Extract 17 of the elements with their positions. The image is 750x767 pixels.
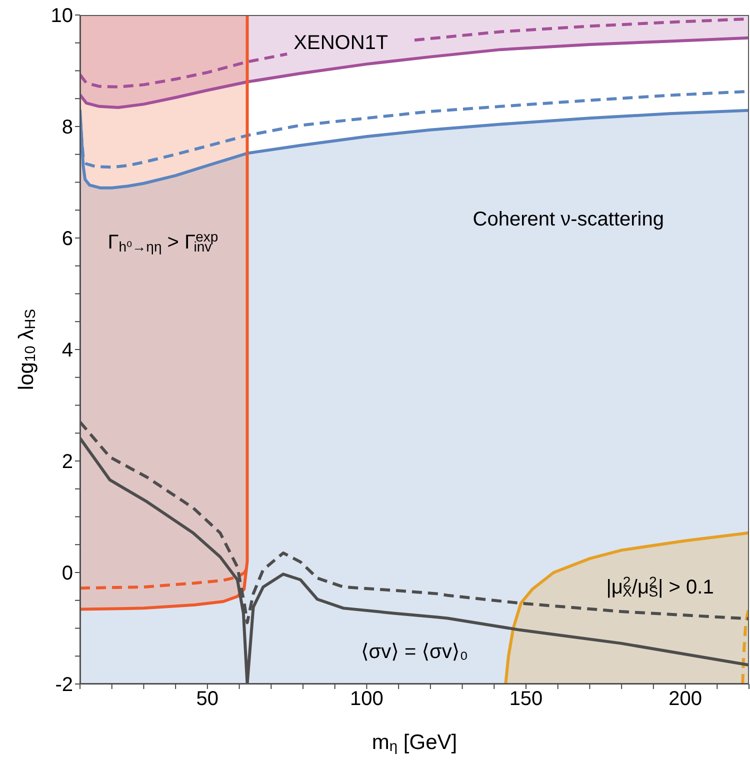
y-tick-label: 8 <box>62 116 73 139</box>
x-tick-label: 50 <box>196 688 219 710</box>
y-tick-label: 2 <box>62 451 73 474</box>
annotation: |μ$^{2}$$_{X}$/μ$^{2}$$_{S}$| > 0.1 <box>606 573 714 600</box>
line-series <box>80 36 749 110</box>
y-tick-label: 0 <box>62 562 73 585</box>
annotation: Coherent ν-scattering <box>472 208 664 231</box>
x-tick-label: 200 <box>668 688 702 710</box>
y-tick-label: 4 <box>62 340 73 362</box>
x-axis-title: m$_{η}$ [GeV] <box>372 730 458 754</box>
x-tick-label: 100 <box>350 688 384 710</box>
annotation: ⟨σv⟩ = ⟨σv⟩₀ <box>361 640 468 663</box>
y-tick-label: 10 <box>50 5 73 28</box>
x-tick-label: 150 <box>509 688 543 710</box>
y-tick-label: -2 <box>55 674 73 696</box>
annotation: XENON1T <box>294 32 388 54</box>
y-tick-label: 6 <box>62 228 73 250</box>
